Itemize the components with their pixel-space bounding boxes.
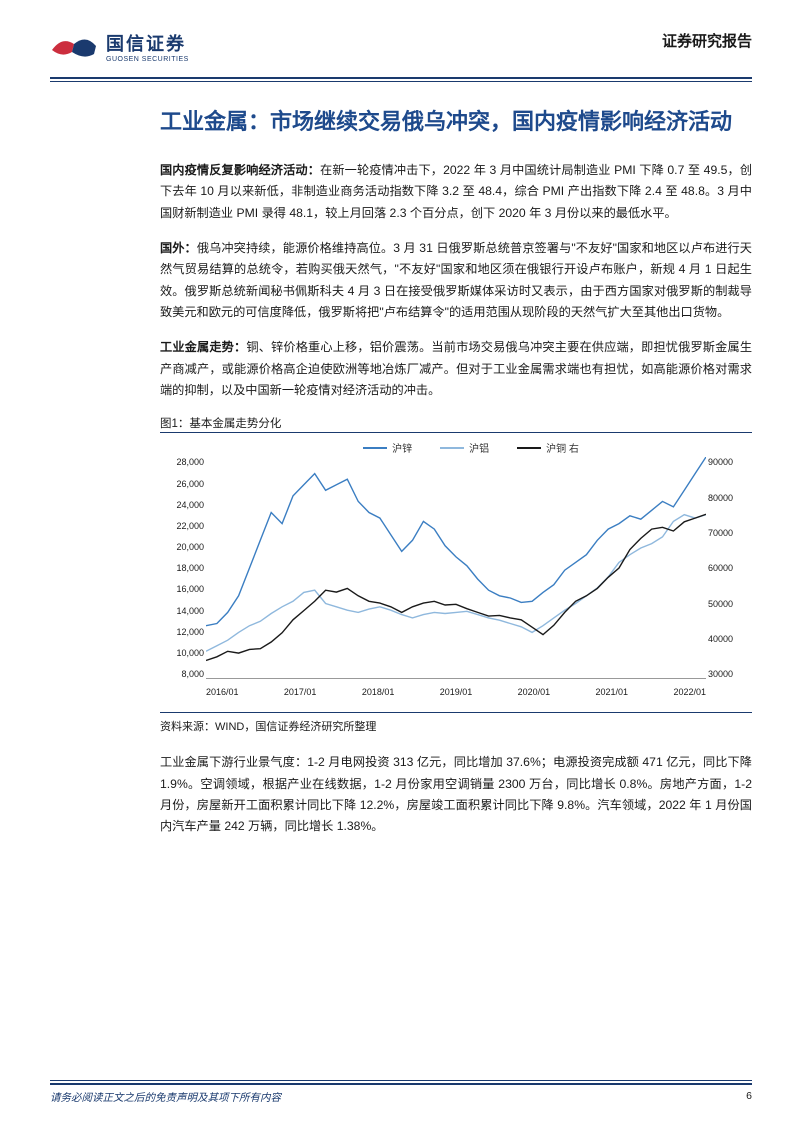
x-tick: 2017/01 (284, 687, 317, 697)
plot-area (206, 457, 706, 679)
legend-label: 沪铝 (469, 440, 489, 455)
x-tick: 2018/01 (362, 687, 395, 697)
legend-swatch (440, 447, 464, 449)
x-axis: 2016/01 2017/01 2018/01 2019/01 2020/01 2021/… (206, 687, 706, 697)
figure-divider (160, 432, 752, 433)
chart-legend: 沪锌 沪铝 沪铜 右 (160, 438, 752, 455)
page-footer: 请务必阅读正文之后的免责声明及其项下所有内容 6 (50, 1080, 752, 1105)
x-tick: 2021/01 (596, 687, 629, 697)
legend-label: 沪锌 (392, 440, 412, 455)
y-left-tick: 28,000 (160, 457, 204, 467)
y-right-tick: 40000 (708, 634, 752, 644)
section-title: 工业金属：市场继续交易俄乌冲突，国内疫情影响经济活动 (160, 106, 752, 138)
y-left-tick: 22,000 (160, 521, 204, 531)
disclaimer-text: 请务必阅读正文之后的免责声明及其项下所有内容 (50, 1090, 281, 1105)
figure-source: 资料来源：WIND，国信证券经济研究所整理 (160, 718, 752, 734)
legend-label: 沪铜 右 (546, 440, 579, 455)
y-right-tick: 70000 (708, 528, 752, 538)
footer-divider (50, 1080, 752, 1085)
x-tick: 2016/01 (206, 687, 239, 697)
y-left-tick: 12,000 (160, 627, 204, 637)
paragraph-head: 国外： (160, 241, 197, 255)
logo-cn-text: 国信证券 (106, 30, 189, 56)
paragraph-block: 国内疫情反复影响经济活动：在新一轮疫情冲击下，2022 年 3 月中国统计局制造… (160, 160, 752, 401)
body-paragraph: 工业金属走势：铜、锌价格重心上移，铝价震荡。当前市场交易俄乌冲突主要在供应端，即… (160, 337, 752, 401)
downstream-paragraph: 工业金属下游行业景气度：1-2 月电网投资 313 亿元，同比增加 37.6%；… (160, 752, 752, 837)
y-right-tick: 60000 (708, 563, 752, 573)
page-number: 6 (746, 1090, 752, 1105)
legend-item: 沪锌 (363, 440, 412, 455)
x-tick: 2022/01 (673, 687, 706, 697)
logo-icon (50, 32, 98, 62)
body-paragraph: 国内疫情反复影响经济活动：在新一轮疫情冲击下，2022 年 3 月中国统计局制造… (160, 160, 752, 224)
figure-divider-bottom (160, 712, 752, 713)
legend-swatch (363, 447, 387, 449)
paragraph-body: 铜、锌价格重心上移，铝价震荡。当前市场交易俄乌冲突主要在供应端，即担忧俄罗斯金属… (160, 340, 752, 397)
page-header: 国信证券 GUOSEN SECURITIES 证券研究报告 (0, 0, 802, 73)
logo-en-text: GUOSEN SECURITIES (106, 56, 189, 63)
paragraph-body: 俄乌冲突持续，能源价格维持高位。3 月 31 日俄罗斯总统普京签署与"不友好"国… (160, 241, 752, 319)
y-left-tick: 16,000 (160, 584, 204, 594)
x-tick: 2020/01 (518, 687, 551, 697)
y-left-tick: 26,000 (160, 479, 204, 489)
y-left-tick: 24,000 (160, 500, 204, 510)
report-type-label: 证券研究报告 (662, 30, 752, 51)
y-right-tick: 50000 (708, 599, 752, 609)
y-left-tick: 20,000 (160, 542, 204, 552)
x-tick: 2019/01 (440, 687, 473, 697)
legend-swatch (517, 447, 541, 449)
paragraph-head: 国内疫情反复影响经济活动： (160, 163, 320, 177)
y-axis-left: 28,000 26,000 24,000 22,000 20,000 18,000 16,0… (160, 457, 204, 679)
y-left-tick: 10,000 (160, 648, 204, 658)
y-left-tick: 18,000 (160, 563, 204, 573)
y-right-tick: 90000 (708, 457, 752, 467)
metals-price-chart: 沪锌 沪铝 沪铜 右 28,000 26,000 24,000 22,000 20,000 1… (160, 438, 752, 708)
legend-item: 沪铝 (440, 440, 489, 455)
main-content: 工业金属：市场继续交易俄乌冲突，国内疫情影响经济活动 国内疫情反复影响经济活动：… (0, 82, 802, 838)
paragraph-head: 工业金属走势： (160, 340, 246, 354)
body-paragraph: 国外：俄乌冲突持续，能源价格维持高位。3 月 31 日俄罗斯总统普京签署与"不友… (160, 238, 752, 323)
legend-item: 沪铜 右 (517, 440, 579, 455)
figure-label: 图1：基本金属走势分化 (160, 415, 752, 431)
y-axis-right: 90000 80000 70000 60000 50000 40000 30000 (708, 457, 752, 679)
chart-body: 28,000 26,000 24,000 22,000 20,000 18,000 16,0… (160, 457, 752, 697)
y-right-tick: 30000 (708, 669, 752, 679)
y-left-tick: 8,000 (160, 669, 204, 679)
y-right-tick: 80000 (708, 493, 752, 503)
y-left-tick: 14,000 (160, 606, 204, 616)
brand-logo: 国信证券 GUOSEN SECURITIES (50, 30, 189, 63)
